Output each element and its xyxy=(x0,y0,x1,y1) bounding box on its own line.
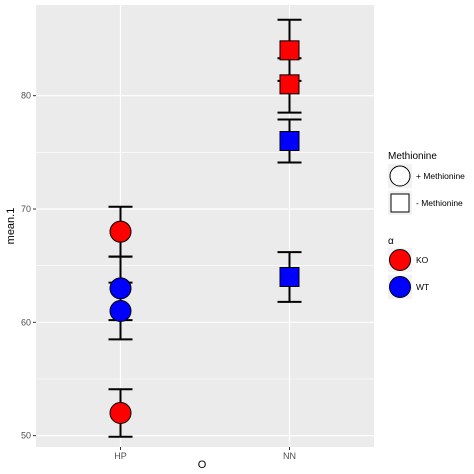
y-tick-label: 70 xyxy=(21,204,31,214)
y-axis-title: mean.1 xyxy=(5,208,17,245)
x-tick-label: HP xyxy=(114,451,127,461)
legend-key-circle xyxy=(389,165,411,187)
data-point-square xyxy=(279,267,300,287)
plot-panel xyxy=(36,5,374,447)
data-point-circle xyxy=(109,402,132,424)
legend-label: KO xyxy=(416,255,429,265)
data-point-square xyxy=(279,74,300,95)
data-point-square xyxy=(279,40,300,61)
legend-label: + Methionine xyxy=(416,171,465,181)
y-tick-label: 50 xyxy=(21,431,31,441)
x-axis-title: O xyxy=(198,459,207,471)
legend-label: - Methionine xyxy=(416,198,463,208)
legend-title-methionine: Methionine xyxy=(388,151,437,162)
legend-key-square xyxy=(390,193,410,213)
data-point-circle xyxy=(109,220,132,243)
y-tick-label: 80 xyxy=(21,91,31,101)
data-point-circle xyxy=(109,300,132,322)
data-point-circle xyxy=(109,277,132,300)
y-tick-label: 60 xyxy=(21,317,31,327)
x-tick-label: NN xyxy=(283,451,296,461)
legend-key-color xyxy=(389,276,411,298)
legend-label: WT xyxy=(416,282,429,292)
legend-title-alpha: α xyxy=(388,236,394,247)
data-point-square xyxy=(279,131,300,151)
legend-key-color xyxy=(389,249,411,271)
